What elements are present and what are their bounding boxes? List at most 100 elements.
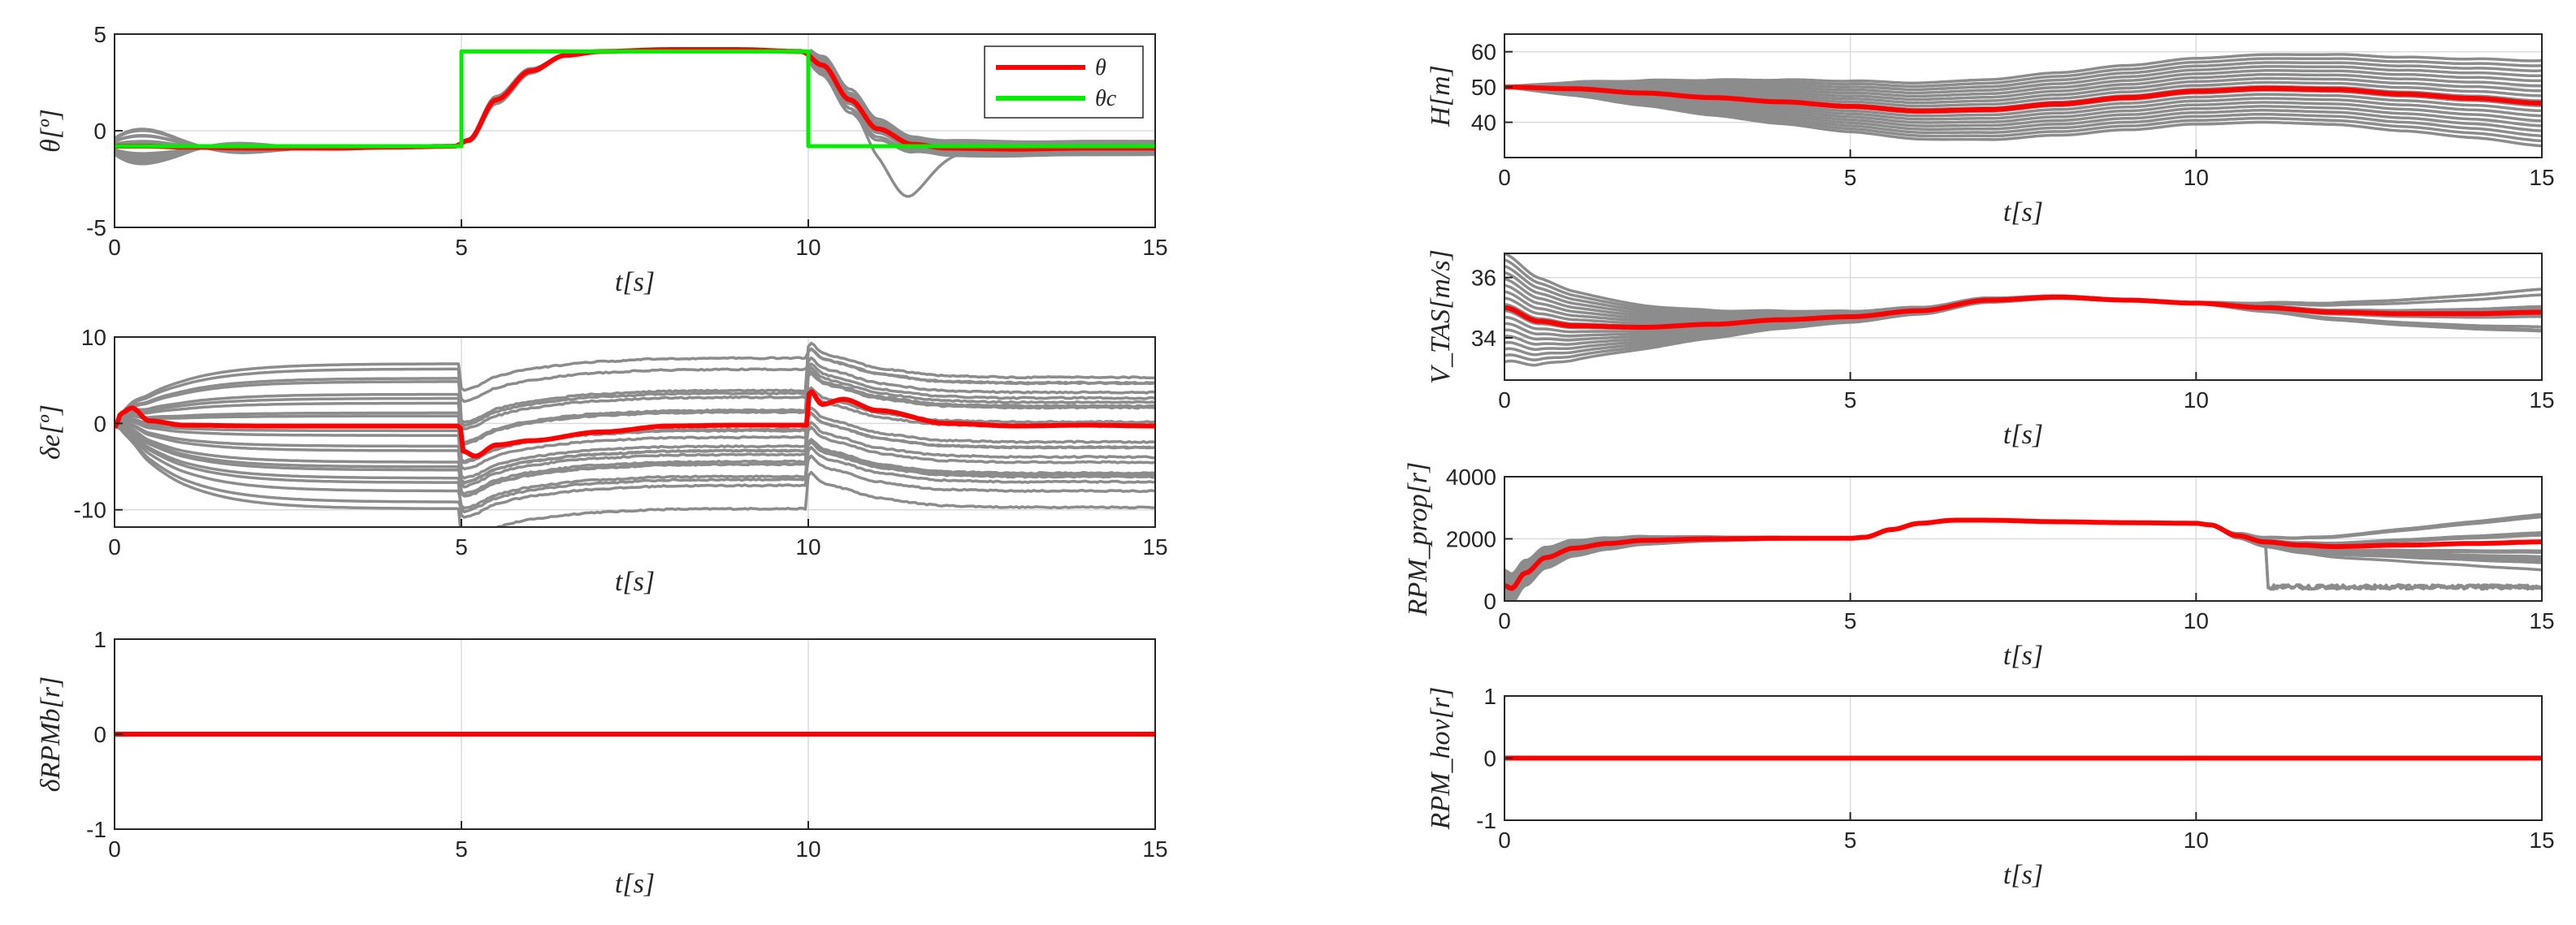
x-axis-label: t[s]	[615, 869, 655, 899]
y-tick-label: 36	[1471, 266, 1496, 291]
ensemble-curve	[1504, 65, 2542, 95]
x-tick-label: 15	[2529, 828, 2554, 853]
x-tick-label: 0	[108, 534, 121, 560]
x-tick-label: 15	[2529, 165, 2554, 190]
y-axis-label: δRPMb[r]	[36, 676, 66, 792]
x-tick-label: 0	[108, 235, 121, 260]
y-tick-label: 34	[1471, 326, 1496, 351]
series-V_TAS-0	[1504, 294, 2542, 330]
x-tick-label: 15	[1142, 534, 1167, 560]
ensemble-curve	[1504, 85, 2542, 118]
ensemble-curve	[115, 422, 1155, 485]
x-tick-label: 15	[1142, 836, 1167, 862]
ensemble-curve	[115, 362, 1155, 426]
ensemble-curve	[1504, 85, 2542, 121]
ensemble-curve	[1504, 61, 2542, 92]
x-tick-label: 10	[2184, 387, 2209, 413]
x-tick-label: 5	[455, 235, 468, 260]
ensemble-curve	[115, 423, 1155, 519]
x-tick-label: 0	[1498, 828, 1511, 853]
ensemble-curve	[1504, 85, 2542, 143]
y-tick-label: 0	[93, 722, 106, 747]
series-delta_e-0	[115, 389, 1155, 459]
y-tick-label: 1	[93, 627, 106, 652]
x-tick-label: 15	[1142, 235, 1167, 260]
x-tick-label: 0	[1498, 165, 1511, 190]
y-axis-label: RPM_hov[r]	[1426, 687, 1456, 831]
y-tick-label: -10	[74, 498, 106, 523]
x-tick-label: 5	[1844, 165, 1857, 190]
plot-area-V_TAS	[1504, 253, 2542, 367]
y-axis-label: δe[º]	[36, 404, 66, 460]
x-tick-label: 10	[2184, 608, 2209, 633]
ensemble-curve	[115, 411, 1155, 489]
axes-frame	[114, 336, 1156, 528]
ensemble-curve	[115, 347, 1155, 426]
y-axis-label: H[m]	[1426, 65, 1456, 128]
ensemble-curve	[1504, 72, 2542, 102]
y-tick-label: 0	[1483, 589, 1496, 614]
ensemble-curve	[115, 341, 1155, 426]
legend-box	[984, 45, 1144, 119]
x-tick-label: 15	[2529, 608, 2554, 633]
y-tick-label: -1	[1476, 808, 1496, 833]
ensemble-curve	[115, 371, 1155, 431]
subplot-V_TAS: 0 5 10 15 34 36 t[s] V_TAS[m/s]	[1426, 249, 2555, 450]
subplot-RPM_prop: 0 5 10 15 0 2000 4000 t[s] RPM_prop[r]	[1403, 462, 2555, 671]
x-tick-label: 15	[2529, 387, 2554, 413]
series-theta-1	[115, 49, 1155, 149]
ensemble-curve	[1504, 57, 2542, 89]
plot-area-H	[1504, 53, 2542, 148]
x-tick-label: 10	[2184, 165, 2209, 190]
x-axis-label: t[s]	[2003, 860, 2043, 890]
x-tick-label: 0	[1498, 387, 1511, 413]
x-tick-label: 10	[2184, 828, 2209, 853]
ensemble-curve	[115, 423, 1155, 514]
y-axis-label: θ[º]	[36, 109, 66, 153]
ensemble-curve	[1504, 76, 2542, 105]
y-tick-label: 0	[93, 411, 106, 436]
axes-frame	[1504, 33, 2543, 158]
plot-area-RPM_prop	[1504, 512, 2542, 601]
legend: θ θc	[984, 45, 1144, 119]
y-tick-label: -5	[86, 215, 106, 240]
x-tick-label: 0	[108, 836, 121, 862]
x-tick-label: 5	[1844, 387, 1857, 413]
y-tick-label: 50	[1471, 75, 1496, 100]
x-axis-label: t[s]	[2003, 420, 2043, 450]
plot-area-delta_e	[115, 341, 1155, 527]
ensemble-curve	[1504, 85, 2542, 128]
ensemble-curve	[115, 423, 1155, 498]
ensemble-curve	[1504, 80, 2542, 108]
series-H-0	[1504, 84, 2542, 114]
plot-area-theta	[115, 47, 1155, 198]
y-tick-label: 0	[1483, 746, 1496, 772]
x-tick-label: 10	[795, 235, 820, 260]
ensemble-curve	[115, 365, 1155, 446]
x-axis-label: t[s]	[2003, 197, 2043, 227]
series-RPM_prop-0	[1504, 517, 2542, 591]
x-axis-label: t[s]	[615, 567, 655, 597]
x-tick-label: 10	[795, 836, 820, 862]
x-axis-label: t[s]	[2003, 641, 2043, 671]
y-axis-label: RPM_prop[r]	[1403, 462, 1433, 617]
ensemble-curve	[115, 423, 1155, 527]
legend-label: θc	[1095, 86, 1117, 111]
x-tick-label: 5	[1844, 608, 1857, 633]
ensemble-curve	[1504, 85, 2542, 148]
ensemble-curve	[1504, 85, 2542, 132]
x-tick-label: 5	[455, 534, 468, 560]
y-tick-label: 2000	[1446, 527, 1496, 552]
ensemble-curve	[1504, 85, 2542, 124]
ensemble-curve	[1504, 53, 2542, 89]
x-axis-label: t[s]	[615, 267, 655, 297]
x-tick-label: 10	[795, 534, 820, 560]
y-tick-label: 10	[81, 325, 106, 350]
legend-label: θ	[1095, 55, 1106, 80]
